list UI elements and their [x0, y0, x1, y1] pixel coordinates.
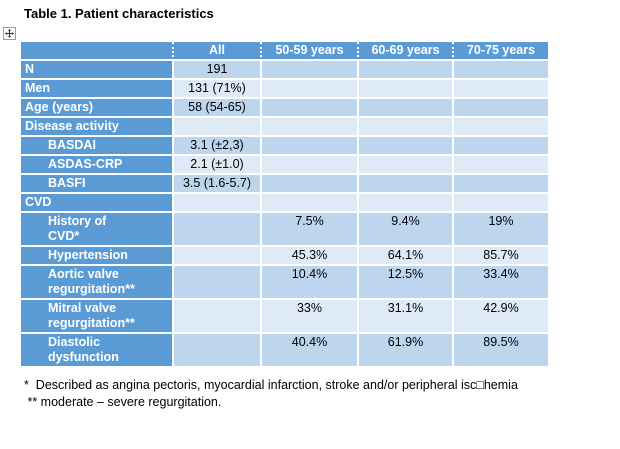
table-row: Age (years) 58 (54-65): [21, 99, 548, 118]
table-row: BASFI 3.5 (1.6-5.7): [21, 175, 548, 194]
footnotes: * Described as angina pectoris, myocardi…: [24, 377, 518, 411]
table-move-handle-icon[interactable]: [3, 27, 16, 40]
row-label[interactable]: Diastolic dysfunction: [21, 334, 172, 368]
value-cell[interactable]: 45.3%: [260, 247, 357, 266]
row-label[interactable]: Age (years): [21, 99, 172, 118]
value-cell[interactable]: [452, 61, 548, 80]
table-row: ASDAS-CRP 2.1 (±1.0): [21, 156, 548, 175]
row-label[interactable]: N: [21, 61, 172, 80]
row-label[interactable]: BASDAI: [21, 137, 172, 156]
value-cell[interactable]: [260, 80, 357, 99]
value-cell[interactable]: 10.4%: [260, 266, 357, 300]
value-cell[interactable]: [260, 194, 357, 213]
value-cell[interactable]: 12.5%: [357, 266, 452, 300]
value-cell[interactable]: [452, 156, 548, 175]
value-cell[interactable]: [452, 137, 548, 156]
value-cell[interactable]: 42.9%: [452, 300, 548, 334]
table-row: BASDAI 3.1 (±2,3): [21, 137, 548, 156]
patient-characteristics-table: All 50-59 years 60-69 years 70-75 years N 19…: [21, 42, 548, 368]
table-row: Disease activity: [21, 118, 548, 137]
value-cell[interactable]: 7.5%: [260, 213, 357, 247]
value-cell[interactable]: 3.1 (±2,3): [172, 137, 260, 156]
row-label[interactable]: BASFI: [21, 175, 172, 194]
row-label[interactable]: Mitral valve regurgitation**: [21, 300, 172, 334]
value-cell[interactable]: [172, 300, 260, 334]
value-cell[interactable]: [357, 61, 452, 80]
table-title: Table 1. Patient characteristics: [24, 6, 214, 21]
footnote-double-asterisk: ** moderate – severe regurgitation.: [24, 395, 222, 409]
value-cell[interactable]: [357, 194, 452, 213]
value-cell[interactable]: 191: [172, 61, 260, 80]
value-cell[interactable]: [260, 175, 357, 194]
table-row: Aortic valve regurgitation** 10.4% 12.5% 33…: [21, 266, 548, 300]
value-cell[interactable]: [357, 80, 452, 99]
value-cell[interactable]: [260, 156, 357, 175]
value-cell[interactable]: 89.5%: [452, 334, 548, 368]
value-cell[interactable]: 61.9%: [357, 334, 452, 368]
move-arrows-glyph: [5, 29, 14, 38]
value-cell[interactable]: [357, 99, 452, 118]
table-body: N 191 Men 131 (71%) Age (years) 58 (54-65) Dis…: [21, 61, 548, 368]
table-row: History of CVD* 7.5% 9.4% 19%: [21, 213, 548, 247]
value-cell[interactable]: [357, 175, 452, 194]
column-header[interactable]: 50-59 years: [260, 42, 357, 61]
value-cell[interactable]: [260, 99, 357, 118]
table-row: Men 131 (71%): [21, 80, 548, 99]
value-cell[interactable]: [172, 118, 260, 137]
value-cell[interactable]: [357, 118, 452, 137]
value-cell[interactable]: 58 (54-65): [172, 99, 260, 118]
value-cell[interactable]: 2.1 (±1.0): [172, 156, 260, 175]
value-cell[interactable]: 64.1%: [357, 247, 452, 266]
row-label[interactable]: Men: [21, 80, 172, 99]
row-label[interactable]: History of CVD*: [21, 213, 172, 247]
value-cell[interactable]: [452, 80, 548, 99]
value-cell[interactable]: [172, 266, 260, 300]
table-row: Mitral valve regurgitation** 33% 31.1% 42.9…: [21, 300, 548, 334]
table-row: Diastolic dysfunction 40.4% 61.9% 89.5%: [21, 334, 548, 368]
value-cell[interactable]: [260, 137, 357, 156]
value-cell[interactable]: [172, 194, 260, 213]
table-row: CVD: [21, 194, 548, 213]
value-cell[interactable]: [260, 118, 357, 137]
row-label[interactable]: Disease activity: [21, 118, 172, 137]
row-label[interactable]: Aortic valve regurgitation**: [21, 266, 172, 300]
value-cell[interactable]: 9.4%: [357, 213, 452, 247]
footnote-asterisk: * Described as angina pectoris, myocardi…: [24, 378, 518, 392]
value-cell[interactable]: [452, 194, 548, 213]
value-cell[interactable]: [452, 175, 548, 194]
value-cell[interactable]: [357, 156, 452, 175]
value-cell[interactable]: [260, 61, 357, 80]
value-cell[interactable]: 33%: [260, 300, 357, 334]
table-row: N 191: [21, 61, 548, 80]
column-header[interactable]: 60-69 years: [357, 42, 452, 61]
row-label[interactable]: CVD: [21, 194, 172, 213]
value-cell[interactable]: [452, 99, 548, 118]
value-cell[interactable]: [172, 247, 260, 266]
value-cell[interactable]: 131 (71%): [172, 80, 260, 99]
row-label[interactable]: Hypertension: [21, 247, 172, 266]
value-cell[interactable]: 40.4%: [260, 334, 357, 368]
value-cell[interactable]: 33.4%: [452, 266, 548, 300]
value-cell[interactable]: [357, 137, 452, 156]
value-cell[interactable]: 19%: [452, 213, 548, 247]
row-label[interactable]: ASDAS-CRP: [21, 156, 172, 175]
value-cell[interactable]: [452, 118, 548, 137]
value-cell[interactable]: 3.5 (1.6-5.7): [172, 175, 260, 194]
header-row: All 50-59 years 60-69 years 70-75 years: [21, 42, 548, 61]
value-cell[interactable]: [172, 213, 260, 247]
value-cell[interactable]: 31.1%: [357, 300, 452, 334]
value-cell[interactable]: [172, 334, 260, 368]
column-header[interactable]: All: [172, 42, 260, 61]
column-header[interactable]: 70-75 years: [452, 42, 548, 61]
table-row: Hypertension 45.3% 64.1% 85.7%: [21, 247, 548, 266]
value-cell[interactable]: 85.7%: [452, 247, 548, 266]
corner-header-cell[interactable]: [21, 42, 172, 61]
